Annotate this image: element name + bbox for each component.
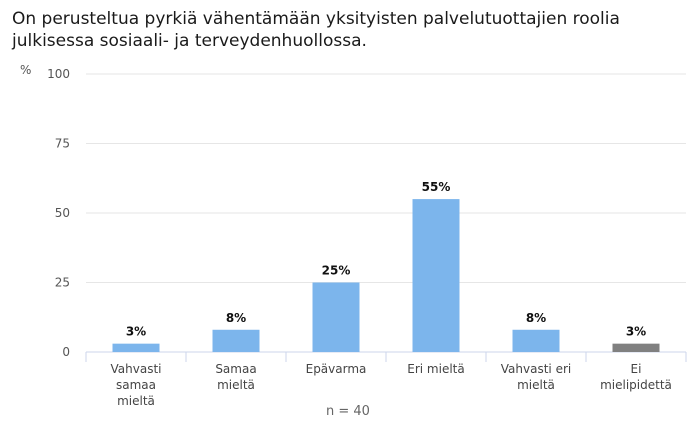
y-tick-label-50: 50 [55,206,70,220]
y-tick-label-0: 0 [62,345,70,359]
chart-title: On perusteltua pyrkiä vähentämään yksity… [12,9,620,51]
x-category-label-1: Vahvasti samaa mieltä [111,362,162,408]
x-category-label-6: Ei mielipidettä [600,362,672,392]
data-label-4: 55% [422,180,451,194]
x-category-label-4: Eri mieltä [407,362,464,376]
bar-2[interactable] [212,329,260,352]
bar-3[interactable] [312,282,360,353]
sample-size-note: n = 40 [326,404,370,419]
data-label-6: 3% [626,325,646,339]
y-tick-label-100: 100 [47,67,70,81]
y-tick-label-75: 75 [55,137,70,151]
data-label-5: 8% [526,311,546,325]
x-category-label-5: Vahvasti eri mieltä [501,362,571,392]
data-label-2: 8% [226,311,246,325]
data-label-3: 25% [322,264,351,278]
bar-5[interactable] [512,329,560,352]
bar-6[interactable] [612,343,660,352]
data-label-1: 3% [126,325,146,339]
y-axis-unit-label: % [20,63,32,77]
x-category-label-3: Epävarma [306,362,367,376]
y-tick-label-25: 25 [55,276,70,290]
x-category-label-2: Samaa mieltä [215,362,256,392]
bar-4[interactable] [412,199,460,352]
bar-1[interactable] [112,343,160,352]
